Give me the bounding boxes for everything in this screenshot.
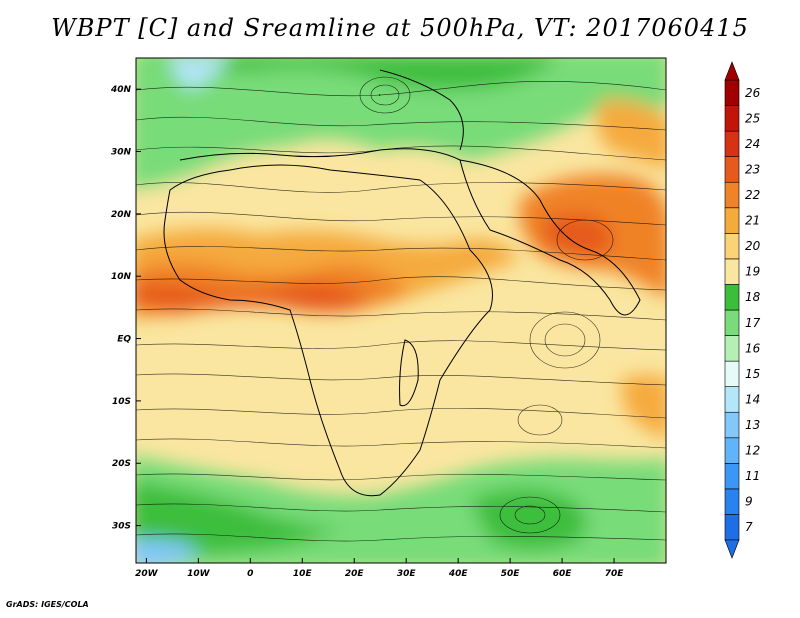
colorbar-label: 14: [745, 392, 760, 406]
plot-area: [136, 58, 666, 563]
colorbar-bottom-arrow: [724, 539, 740, 559]
colorbar-label: 9: [745, 495, 753, 509]
colorbar-swatch-19: [724, 258, 740, 285]
lat-tick-label: 10S: [112, 397, 131, 407]
colorbar-swatch-7: [724, 514, 740, 541]
lat-tick-label: EQ: [117, 335, 131, 345]
lon-tick-label: 30E: [397, 569, 417, 579]
colorbar-label: 19: [745, 265, 760, 279]
latitude-axis: 40N 30N 20N 10N EQ 10S 20S 30S: [110, 85, 141, 532]
colorbar-swatch-26: [724, 79, 740, 106]
map-frame: [135, 57, 667, 564]
colorbar-swatch-14: [724, 386, 740, 413]
lon-tick-label: 0: [247, 569, 253, 579]
colorbar-top-arrow: [724, 61, 740, 81]
lon-tick-label: 40E: [448, 569, 469, 579]
colorbar-swatch-13: [724, 411, 740, 439]
colorbar-swatch-12: [724, 437, 740, 464]
lat-tick-label: 20N: [111, 210, 132, 220]
lon-tick-label: 60E: [553, 569, 573, 579]
colorbar-swatch-21: [724, 207, 740, 234]
lon-tick-label: 20W: [135, 569, 159, 579]
colorbar-label: 20: [745, 239, 761, 253]
colorbar-swatch-24: [724, 130, 740, 157]
streamlines: [136, 76, 666, 542]
colorbar-label: 23: [745, 162, 760, 176]
colorbar-label: 17: [745, 316, 761, 330]
longitude-axis: 20W 10W 0 10E 20E 30E 40E 50E 60E 70E: [135, 558, 624, 579]
lat-tick-label: 30S: [112, 522, 131, 532]
colorbar-label: 15: [745, 367, 760, 381]
colorbar-label: 11: [745, 469, 760, 483]
colorbar-swatch-11: [724, 463, 740, 490]
lon-tick-label: 50E: [501, 569, 521, 579]
colorbar-swatch-16: [724, 335, 740, 362]
lat-tick-label: 10N: [111, 272, 132, 282]
colorbar-label: 12: [745, 444, 760, 458]
colorbar-label: 16: [745, 341, 761, 355]
lon-tick-label: 70E: [605, 569, 625, 579]
colorbar-swatch-22: [724, 181, 740, 209]
map-title: WBPT [C] and Sreamline at 500hPa, VT: 20…: [51, 14, 749, 42]
colorbar-label: 25: [745, 111, 760, 125]
colorbar-swatch-18: [724, 284, 740, 311]
colorbar-swatch-23: [724, 156, 740, 183]
colorbar-label: 26: [745, 86, 761, 100]
lat-tick-label: 30N: [111, 148, 132, 158]
colorbar-label: 24: [745, 137, 760, 151]
coastlines: [163, 69, 641, 497]
colorbar-label: 13: [745, 418, 760, 432]
credit-text: GrADS: IGES/COLA: [6, 600, 89, 609]
colorbar: 7 9 11 12 13 14 15 16 17 18 19 20 21 22 23 24 25 26: [724, 61, 761, 559]
colorbar-swatch-25: [724, 105, 740, 132]
colorbar-swatch-20: [724, 233, 740, 260]
lat-tick-label: 20S: [112, 459, 131, 469]
colorbar-swatch-15: [724, 360, 740, 387]
colorbar-label: 22: [745, 188, 760, 202]
lat-tick-label: 40N: [110, 85, 132, 95]
colorbar-swatch-9: [724, 488, 740, 515]
lon-tick-label: 10W: [187, 569, 211, 579]
lon-tick-label: 10E: [293, 569, 313, 579]
colorbar-label: 18: [745, 290, 761, 304]
lon-tick-label: 20E: [345, 569, 365, 579]
colorbar-label: 7: [745, 520, 753, 534]
colorbar-label: 21: [745, 214, 760, 228]
colorbar-swatch-17: [724, 309, 740, 336]
